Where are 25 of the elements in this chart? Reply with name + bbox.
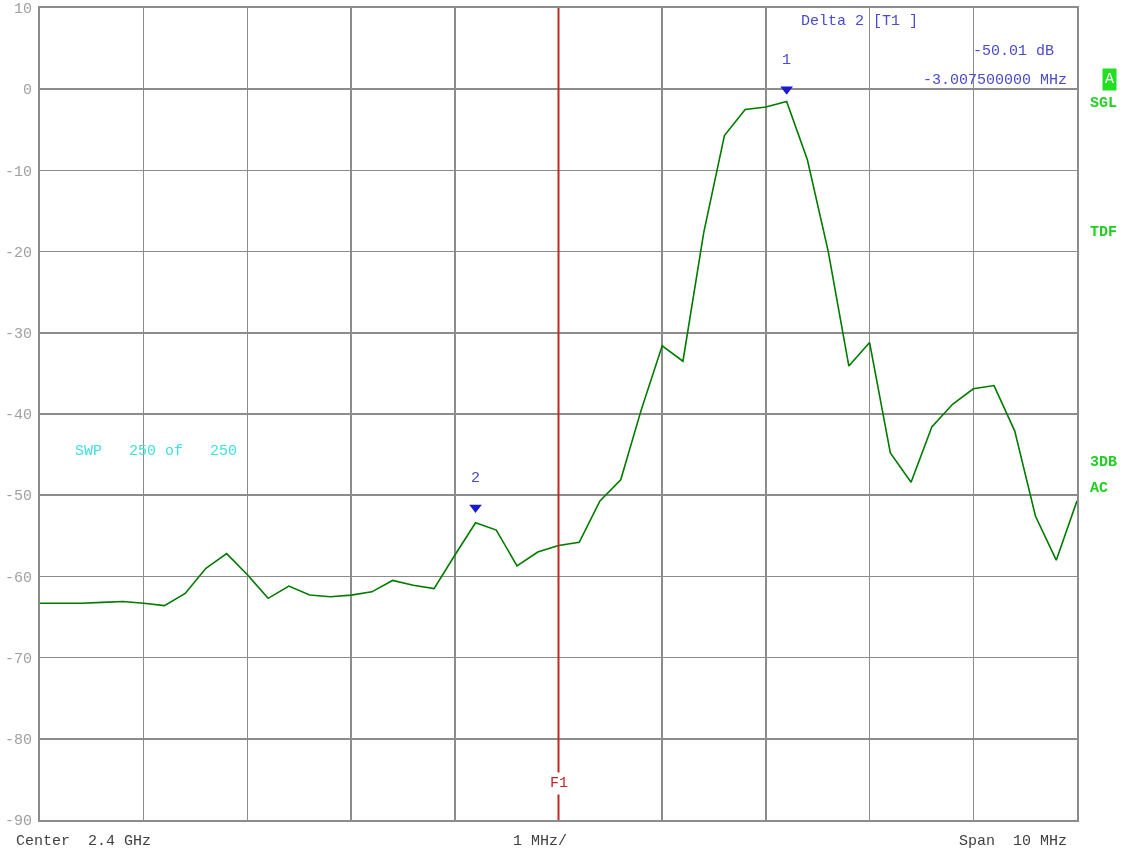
y-tick-label: -90 (4, 813, 32, 831)
annotation: Delta 2 [T1 ] (801, 13, 919, 30)
text: Span 10 MHz (959, 833, 1068, 850)
annotation: F1 (550, 775, 569, 792)
annotation: 2 (471, 470, 481, 487)
y-tick-label: -10 (4, 163, 32, 181)
text: AC (1090, 480, 1109, 497)
text: SGL (1090, 95, 1118, 112)
y-tick-label: -40 (4, 407, 32, 425)
text: 1 MHz/ (513, 833, 568, 850)
y-tick-label: 0 (22, 82, 32, 100)
annotation: 1 (782, 52, 792, 69)
text: 3DB (1090, 454, 1118, 471)
y-tick-label: -30 (4, 326, 32, 344)
text: Center 2.4 GHz (16, 833, 152, 850)
y-tick-label: -70 (4, 650, 32, 668)
y-tick-label: -80 (4, 732, 32, 750)
y-tick-label: -20 (4, 244, 32, 262)
text: A (1105, 71, 1115, 88)
text: TDF (1090, 224, 1118, 241)
y-tick-label: -50 (4, 488, 32, 506)
line-series (40, 100, 1077, 607)
annotation: -50.01 dB (973, 43, 1055, 60)
y-tick-label: -60 (4, 569, 32, 587)
y-tick-label: 10 (13, 1, 32, 19)
